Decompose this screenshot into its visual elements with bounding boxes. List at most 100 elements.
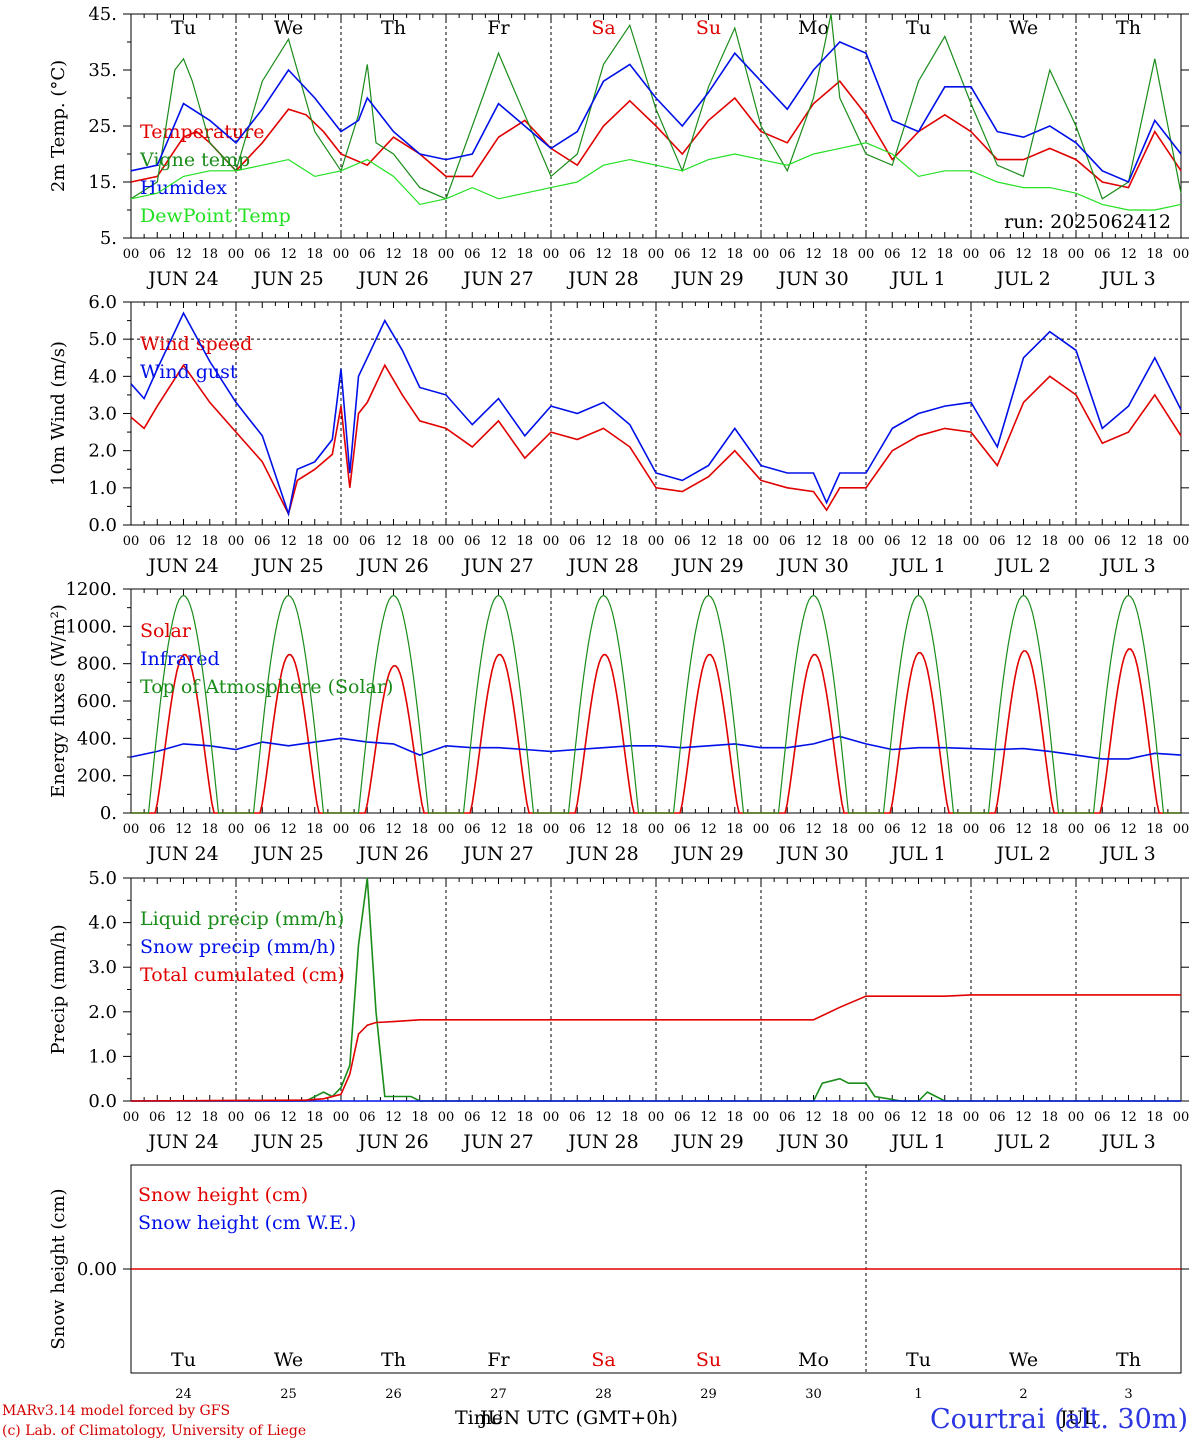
series-line-wind-gust (130, 311, 1182, 518)
month-end-label: JUL (1058, 1407, 1097, 1429)
hour-tick-label: 00 (858, 822, 875, 837)
y-tick-label: 3.0 (88, 404, 117, 425)
hour-tick-label: 06 (254, 247, 271, 262)
hour-tick-label: 00 (648, 822, 665, 837)
y-tick-label: 5.0 (88, 329, 117, 350)
hour-tick-label: 06 (464, 534, 481, 549)
y-tick-label: 0.0 (88, 1091, 117, 1112)
hour-tick-label: 00 (648, 534, 665, 549)
hour-tick-label: 18 (936, 247, 953, 262)
hour-tick-label: 00 (963, 1110, 980, 1125)
y-tick-label: 25. (88, 116, 117, 137)
hour-tick-label: 06 (674, 534, 691, 549)
hour-tick-label: 00 (858, 1110, 875, 1125)
legend-entry: Humidex (140, 177, 227, 199)
weekday-label: Tu (171, 17, 196, 39)
hour-tick-label: 00 (123, 247, 140, 262)
date-label: JUN 28 (566, 268, 638, 290)
legend-entry: Snow precip (mm/h) (140, 936, 336, 958)
hour-tick-label: 06 (989, 247, 1006, 262)
y-tick-label: 1.0 (88, 1046, 117, 1067)
date-label: JUN 25 (251, 843, 323, 865)
hour-tick-label: 06 (359, 822, 376, 837)
date-label: JUN 30 (776, 843, 848, 865)
hour-tick-label: 00 (228, 247, 245, 262)
hour-tick-label: 18 (621, 1110, 638, 1125)
hour-tick-label: 12 (1015, 247, 1032, 262)
hour-tick-label: 12 (700, 822, 717, 837)
y-tick-label: 200. (77, 766, 117, 787)
hour-tick-label: 06 (254, 822, 271, 837)
hour-tick-label: 18 (201, 534, 218, 549)
hour-tick-label: 12 (385, 534, 402, 549)
hour-tick-label: 18 (516, 534, 533, 549)
hour-tick-label: 06 (989, 534, 1006, 549)
hour-tick-label: 00 (333, 822, 350, 837)
hour-tick-label: 00 (123, 822, 140, 837)
hour-tick-label: 06 (149, 822, 166, 837)
hour-tick-label: 06 (779, 822, 796, 837)
series-line-temperature (130, 80, 1182, 189)
hour-tick-label: 12 (805, 1110, 822, 1125)
weekday-label: We (1009, 17, 1038, 39)
date-label: JUN 26 (356, 843, 428, 865)
y-tick-label: 800. (77, 654, 117, 675)
y-axis-title: Precip (mm/h) (48, 924, 69, 1054)
hour-tick-label: 12 (385, 1110, 402, 1125)
legend-entry: Infrared (140, 648, 220, 670)
date-label: JUN 27 (461, 268, 533, 290)
weekday-label: Fr (487, 17, 510, 39)
panel-1: 5. 15. 25. 35. 45. 2m Temp. (°C) 00 06 12 18 JUN 2… (48, 4, 1189, 290)
y-tick-label: 4.0 (88, 913, 117, 934)
hour-tick-label: 18 (1146, 1110, 1163, 1125)
weekday-label: Th (381, 1349, 406, 1371)
hour-tick-label: 06 (464, 1110, 481, 1125)
run-annotation: run: 2025062412 (1004, 211, 1171, 233)
series-line-humidex (130, 41, 1182, 184)
date-label: JUN 29 (671, 843, 743, 865)
hour-tick-label: 12 (1015, 822, 1032, 837)
legend-entry: Wind speed (140, 333, 252, 355)
hour-tick-label: 18 (831, 822, 848, 837)
hour-tick-label: 06 (254, 1110, 271, 1125)
date-label: JUL 3 (1099, 268, 1155, 290)
date-label: JUN 28 (566, 555, 638, 577)
day-number-label: 2 (1019, 1387, 1027, 1402)
hour-tick-label: 12 (175, 534, 192, 549)
y-axis-title: Snow height (cm) (48, 1188, 69, 1349)
y-tick-label: 1000. (65, 616, 117, 637)
series-line-dewpoint-temp (130, 142, 1182, 211)
weekday-label: Su (696, 1349, 721, 1371)
hour-tick-label: 18 (726, 1110, 743, 1125)
hour-tick-label: 18 (726, 247, 743, 262)
hour-tick-label: 00 (1068, 1110, 1085, 1125)
hour-tick-label: 18 (306, 534, 323, 549)
day-number-label: 25 (280, 1387, 297, 1402)
hour-tick-label: 12 (910, 1110, 927, 1125)
weekday-label: Su (696, 17, 721, 39)
hour-tick-label: 00 (543, 534, 560, 549)
hour-tick-label: 00 (858, 534, 875, 549)
date-label: JUN 29 (671, 268, 743, 290)
hour-tick-label: 00 (753, 1110, 770, 1125)
weekday-label: Th (381, 17, 406, 39)
hour-tick-label: 00 (438, 534, 455, 549)
hour-tick-label: 12 (700, 1110, 717, 1125)
hour-tick-label: 00 (858, 247, 875, 262)
hour-tick-label: 00 (543, 1110, 560, 1125)
hour-tick-label: 18 (831, 1110, 848, 1125)
legend-entry: Snow height (cm) (138, 1184, 308, 1206)
date-label: JUL 2 (994, 268, 1050, 290)
y-tick-label: 3.0 (88, 957, 117, 978)
hour-tick-label: 12 (490, 247, 507, 262)
panel-frame (130, 301, 1182, 526)
date-label: JUN 26 (356, 555, 428, 577)
y-axis-title: 10m Wind (m/s) (48, 341, 69, 486)
date-label: JUN 26 (356, 268, 428, 290)
hour-tick-label: 00 (438, 822, 455, 837)
legend-entry: DewPoint Temp (140, 205, 291, 227)
hour-tick-label: 00 (123, 1110, 140, 1125)
hour-tick-label: 18 (936, 534, 953, 549)
y-tick-label: 15. (88, 172, 117, 193)
